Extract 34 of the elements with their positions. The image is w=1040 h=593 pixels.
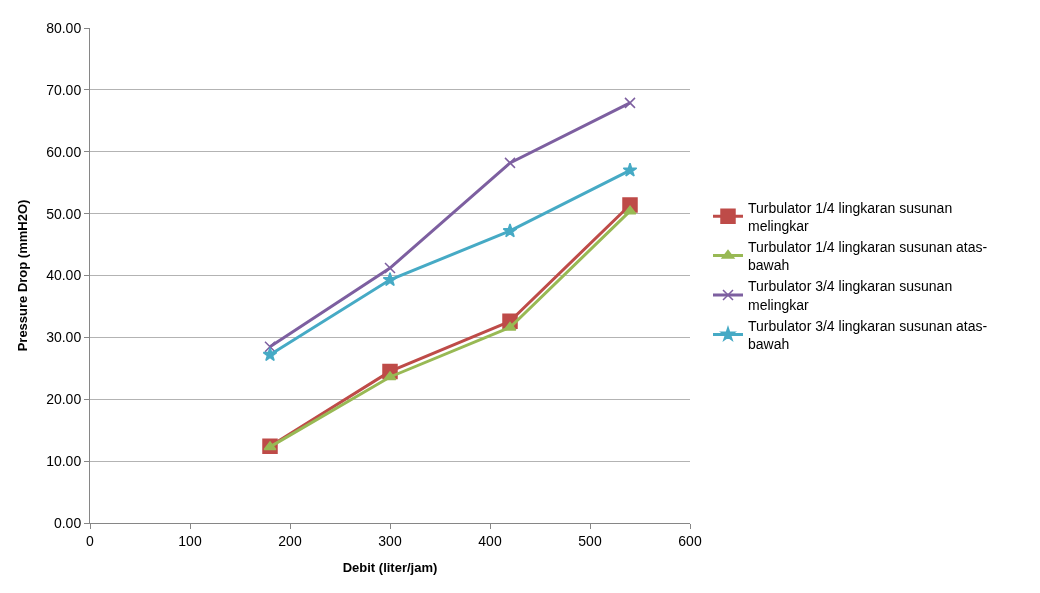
y-tick-label: 30.00 bbox=[46, 329, 82, 346]
y-tick-label: 0.00 bbox=[53, 514, 82, 531]
y-tick-label: 80.00 bbox=[46, 19, 82, 36]
point bbox=[262, 346, 278, 362]
x-tick-label: 400 bbox=[478, 532, 502, 549]
y-tick-label: 20.00 bbox=[46, 391, 82, 408]
y-tick-label: 60.00 bbox=[46, 143, 82, 160]
point bbox=[264, 340, 276, 353]
x-tick-label: 0 bbox=[86, 532, 95, 549]
point bbox=[382, 272, 398, 287]
point bbox=[624, 97, 636, 109]
x-tick-label: 500 bbox=[578, 532, 602, 549]
point bbox=[502, 223, 518, 238]
y-tick-label: 10.00 bbox=[46, 453, 82, 470]
legend-label: Turbulator 3/4 lingkaran susunan atas-bawah bbox=[748, 317, 988, 352]
x-tick-label: 300 bbox=[378, 532, 402, 549]
y-tick-label: 40.00 bbox=[46, 267, 82, 284]
point bbox=[263, 441, 277, 451]
x-tick-label: 200 bbox=[278, 532, 302, 549]
legend-label: Turbulator 1/4 lingkaran susunan atas-bawah bbox=[748, 238, 988, 274]
point bbox=[383, 371, 397, 381]
x-tick-label: 100 bbox=[178, 532, 202, 549]
point bbox=[504, 157, 516, 169]
x-axis-title: Debit (liter/jam) bbox=[342, 560, 438, 576]
x-tick-label: 600 bbox=[678, 532, 702, 549]
legend-label: Turbulator 3/4 lingkaran susunan melingkar bbox=[748, 278, 953, 313]
point bbox=[623, 205, 637, 215]
point bbox=[622, 162, 638, 177]
point bbox=[384, 262, 396, 274]
y-tick-label: 70.00 bbox=[46, 81, 82, 98]
y-axis-title: Pressure Drop (mmH2O) bbox=[15, 199, 31, 352]
y-tick-label: 50.00 bbox=[46, 205, 82, 222]
legend-label: Turbulator 1/4 lingkaran susunan melingkar bbox=[748, 199, 953, 234]
point bbox=[503, 321, 517, 331]
